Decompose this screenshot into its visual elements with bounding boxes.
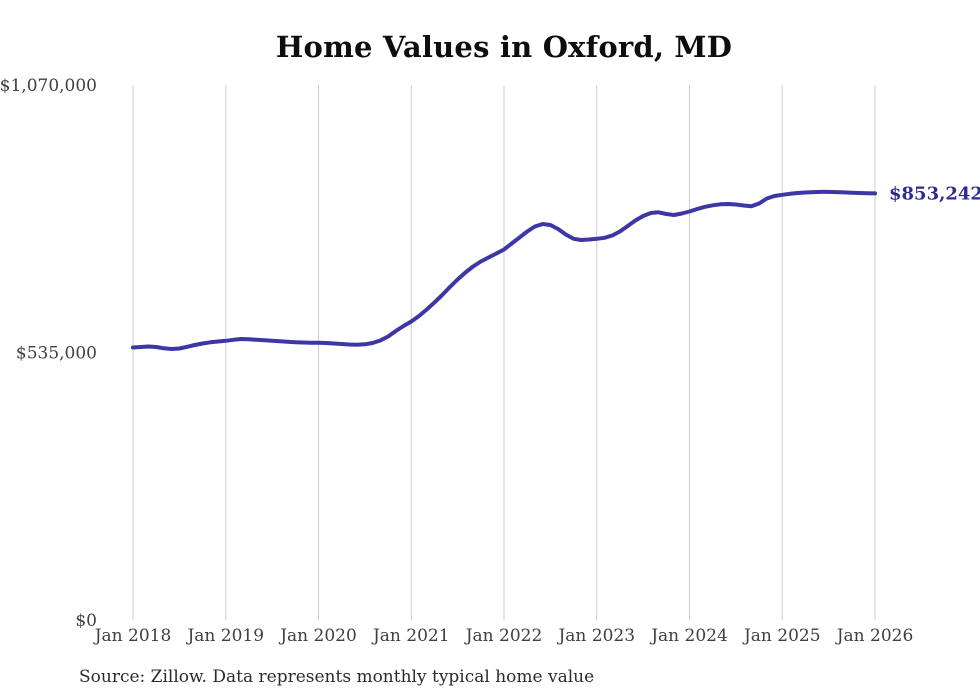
home-value-line xyxy=(131,189,877,351)
latest-value-label: $853,242 xyxy=(889,183,980,204)
x-tick-label: Jan 2026 xyxy=(835,626,914,646)
x-tick-label: Jan 2024 xyxy=(649,626,728,646)
x-tick-label: Jan 2018 xyxy=(93,626,172,646)
x-tick-label: Jan 2020 xyxy=(278,626,357,646)
chart-title: Home Values in Oxford, MD xyxy=(275,30,733,64)
x-tick-label: Jan 2023 xyxy=(556,626,635,646)
x-tick-label: Jan 2022 xyxy=(464,626,543,646)
y-tick-label: $1,070,000 xyxy=(0,76,97,96)
x-tick-label: Jan 2025 xyxy=(742,626,821,646)
x-tick-label: Jan 2021 xyxy=(371,626,450,646)
source-note: Source: Zillow. Data represents monthly … xyxy=(79,667,595,687)
x-tick-label: Jan 2019 xyxy=(185,626,264,646)
y-tick-label: $535,000 xyxy=(16,344,97,364)
y-tick-label: $0 xyxy=(75,611,97,631)
